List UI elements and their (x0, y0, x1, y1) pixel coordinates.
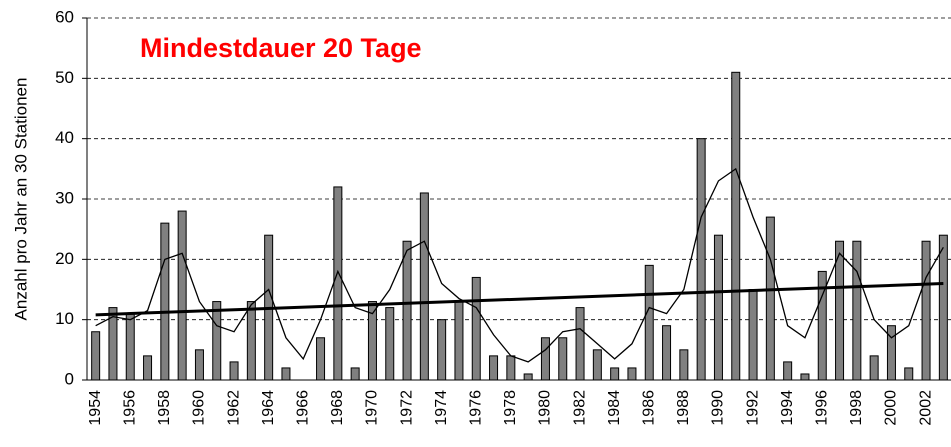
bar (869, 355, 879, 381)
bar (91, 331, 101, 381)
bar (212, 301, 222, 381)
bar (160, 222, 170, 381)
bar (835, 240, 845, 381)
x-tick-label: 1988 (675, 390, 692, 426)
x-tick-label: 2002 (917, 390, 934, 426)
smooth-line (95, 167, 944, 363)
bar (454, 301, 464, 381)
x-tick-label: 1968 (329, 390, 346, 426)
x-tick-label: 1960 (191, 390, 208, 426)
x-tick-label: 1962 (225, 390, 242, 426)
bar (194, 349, 204, 381)
bar (592, 349, 602, 381)
y-tick-label: 30 (55, 188, 74, 207)
y-axis-label: Anzahl pro Jahr an 30 Stationen (11, 78, 30, 321)
bar (281, 367, 291, 381)
bar (696, 138, 706, 381)
bar (246, 301, 256, 381)
bar (125, 313, 135, 381)
bar (627, 367, 637, 381)
bar (506, 355, 516, 381)
bar (385, 307, 395, 381)
bar (921, 240, 931, 381)
bar (558, 337, 568, 381)
bar (748, 289, 758, 381)
trend-line (95, 281, 944, 317)
bar (662, 325, 672, 381)
bar (316, 337, 326, 381)
bar (419, 192, 429, 381)
bar (177, 210, 187, 381)
y-tick-label: 10 (55, 309, 74, 328)
bar (471, 276, 481, 381)
bar (575, 307, 585, 381)
x-tick-label: 1978 (502, 390, 519, 426)
bar (489, 355, 499, 381)
bar (143, 355, 153, 381)
bar (904, 367, 914, 381)
y-tick-label: 60 (55, 7, 74, 26)
y-tick-label: 20 (55, 249, 74, 268)
bar (783, 361, 793, 381)
x-tick-label: 2000 (883, 390, 900, 426)
x-tick-label: 1954 (87, 390, 104, 426)
x-tick-label: 1998 (848, 390, 865, 426)
chart-title: Mindestdauer 20 Tage (140, 33, 422, 63)
bar (938, 234, 948, 381)
bar (437, 319, 447, 381)
bar (644, 264, 654, 381)
y-tick-label: 40 (55, 128, 74, 147)
bar (713, 234, 723, 381)
bar (350, 367, 360, 381)
x-tick-label: 1982 (571, 390, 588, 426)
x-tick-label: 1956 (121, 390, 138, 426)
bar (886, 325, 896, 381)
x-tick-label: 1964 (260, 390, 277, 426)
x-tick-label: 1974 (433, 390, 450, 426)
x-tick-label: 1958 (156, 390, 173, 426)
bar (610, 367, 620, 381)
x-tick-label: 1980 (537, 390, 554, 426)
bar (800, 373, 810, 381)
bar (333, 186, 343, 381)
x-tick-label: 1986 (640, 390, 657, 426)
x-tick-label: 1994 (779, 390, 796, 426)
x-tick-label: 1966 (294, 390, 311, 426)
x-tick-label: 1972 (398, 390, 415, 426)
y-tick-label: 50 (55, 68, 74, 87)
x-tick-label: 1992 (744, 390, 761, 426)
y-tick-label: 0 (65, 369, 74, 388)
bar (402, 240, 412, 381)
bar (679, 349, 689, 381)
x-tick-label: 1996 (813, 390, 830, 426)
bar (731, 71, 741, 381)
x-tick-label: 1976 (467, 390, 484, 426)
bar (229, 361, 239, 381)
bar (523, 373, 533, 381)
x-tick-label: 1984 (606, 390, 623, 426)
bar (765, 216, 775, 381)
bar (852, 240, 862, 381)
x-tick-label: 1990 (710, 390, 727, 426)
bar (540, 337, 550, 381)
x-tick-label: 1970 (364, 390, 381, 426)
